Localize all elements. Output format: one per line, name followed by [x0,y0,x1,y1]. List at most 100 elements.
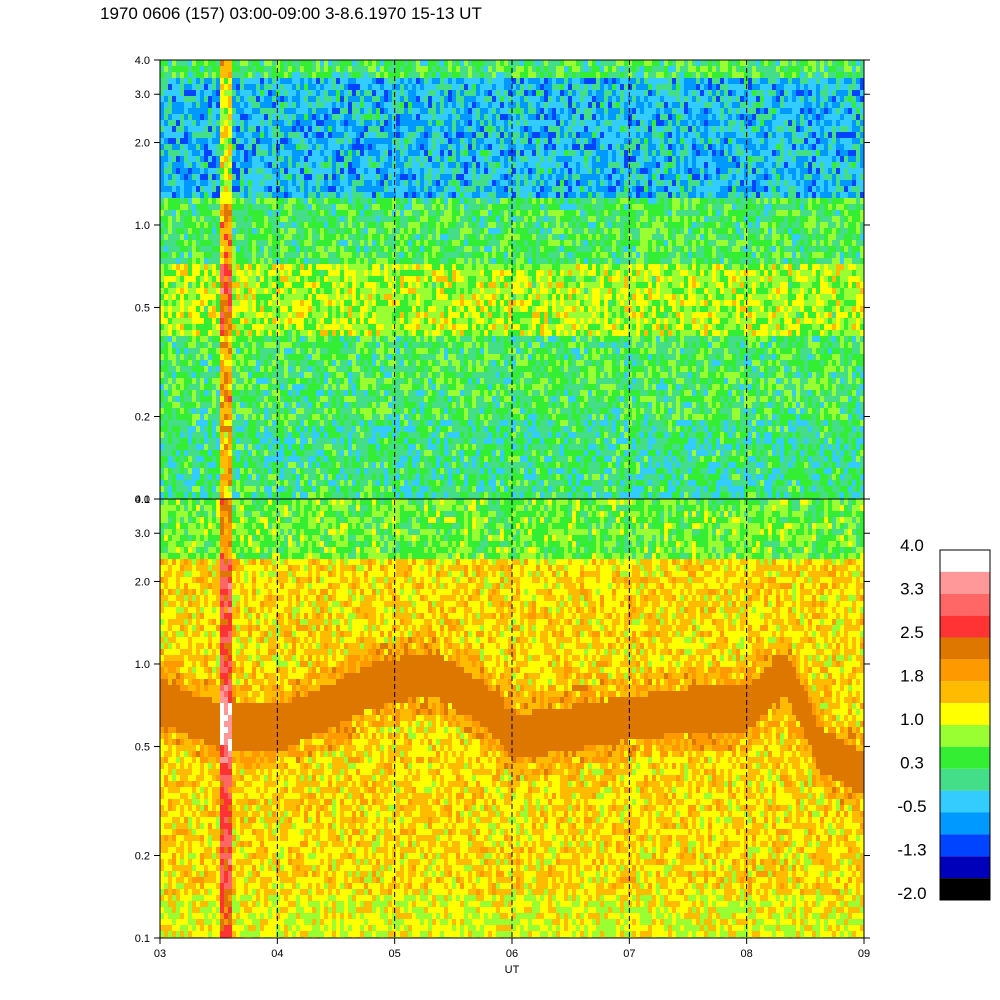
heatmap-cell [412,150,416,156]
heatmap-cell [420,240,424,246]
heatmap-cell [368,156,372,162]
heatmap-cell [296,432,300,438]
heatmap-cell [336,474,340,480]
heatmap-cell [272,342,276,348]
heatmap-cell [364,378,368,384]
heatmap-cell [200,390,204,396]
heatmap-cell [396,432,400,438]
heatmap-cell [172,438,176,444]
heatmap-cell [248,408,252,414]
heatmap-cell [172,384,176,390]
heatmap-cell [284,438,288,444]
heatmap-cell [196,114,200,120]
heatmap-cell [256,426,260,432]
heatmap-cell [168,360,172,366]
heatmap-cell [256,432,260,438]
heatmap-cell [324,210,328,216]
heatmap-cell [308,174,312,180]
heatmap-cell [220,390,224,396]
heatmap-cell [308,150,312,156]
heatmap-cell [196,420,200,426]
heatmap-cell [340,222,344,228]
heatmap-cell [332,60,336,66]
heatmap-cell [420,342,424,348]
heatmap-cell [220,72,224,78]
heatmap-cell [360,414,364,420]
heatmap-cell [392,372,396,378]
heatmap-cell [288,180,292,186]
heatmap-cell [272,330,276,336]
heatmap-cell [408,414,412,420]
heatmap-cell [400,360,404,366]
heatmap-cell [292,348,296,354]
heatmap-cell [388,426,392,432]
heatmap-cell [320,408,324,414]
heatmap-cell [316,252,320,258]
heatmap-cell [348,402,352,408]
heatmap-cell [164,336,168,342]
heatmap-cell [364,204,368,210]
heatmap-cell [240,186,244,192]
heatmap-cell [372,420,376,426]
heatmap-cell [212,114,216,120]
heatmap-cell [164,258,168,264]
heatmap-cell [256,384,260,390]
heatmap-cell [392,450,396,456]
heatmap-cell [428,198,432,204]
heatmap-cell [364,180,368,186]
heatmap-cell [392,456,396,462]
heatmap-cell [424,300,428,306]
heatmap-cell [196,186,200,192]
heatmap-cell [300,378,304,384]
heatmap-cell [232,102,236,108]
heatmap-cell [400,486,404,492]
heatmap-cell [252,318,256,324]
heatmap-cell [176,324,180,330]
heatmap-cell [212,234,216,240]
heatmap-cell [208,222,212,228]
heatmap-cell [420,216,424,222]
heatmap-cell [332,486,336,492]
heatmap-cell [236,456,240,462]
heatmap-cell [392,354,396,360]
heatmap-cell [240,180,244,186]
heatmap-cell [284,324,288,330]
heatmap-cell [164,288,168,294]
heatmap-cell [180,84,184,90]
heatmap-cell [268,132,272,138]
heatmap-cell [164,216,168,222]
heatmap-cell [308,264,312,270]
heatmap-cell [236,180,240,186]
heatmap-cell [236,240,240,246]
heatmap-cell [192,264,196,270]
heatmap-cell [292,186,296,192]
heatmap-cell [352,228,356,234]
heatmap-cell [244,252,248,258]
heatmap-cell [188,354,192,360]
heatmap-cell [336,456,340,462]
heatmap-cell [360,258,364,264]
heatmap-cell [200,336,204,342]
heatmap-cell [276,150,280,156]
heatmap-cell [208,384,212,390]
heatmap-cell [424,96,428,102]
heatmap-cell [204,318,208,324]
heatmap-cell [280,492,284,498]
heatmap-cell [196,360,200,366]
heatmap-cell [400,408,404,414]
heatmap-cell [364,414,368,420]
heatmap-cell [320,456,324,462]
heatmap-cell [172,444,176,450]
heatmap-cell [260,264,264,270]
heatmap-cell [356,126,360,132]
heatmap-cell [420,432,424,438]
heatmap-cell [360,456,364,462]
heatmap-cell [344,426,348,432]
heatmap-cell [160,402,164,408]
heatmap-cell [368,264,372,270]
heatmap-cell [416,420,420,426]
heatmap-cell [268,492,272,498]
heatmap-cell [172,264,176,270]
heatmap-cell [288,114,292,120]
heatmap-cell [348,456,352,462]
